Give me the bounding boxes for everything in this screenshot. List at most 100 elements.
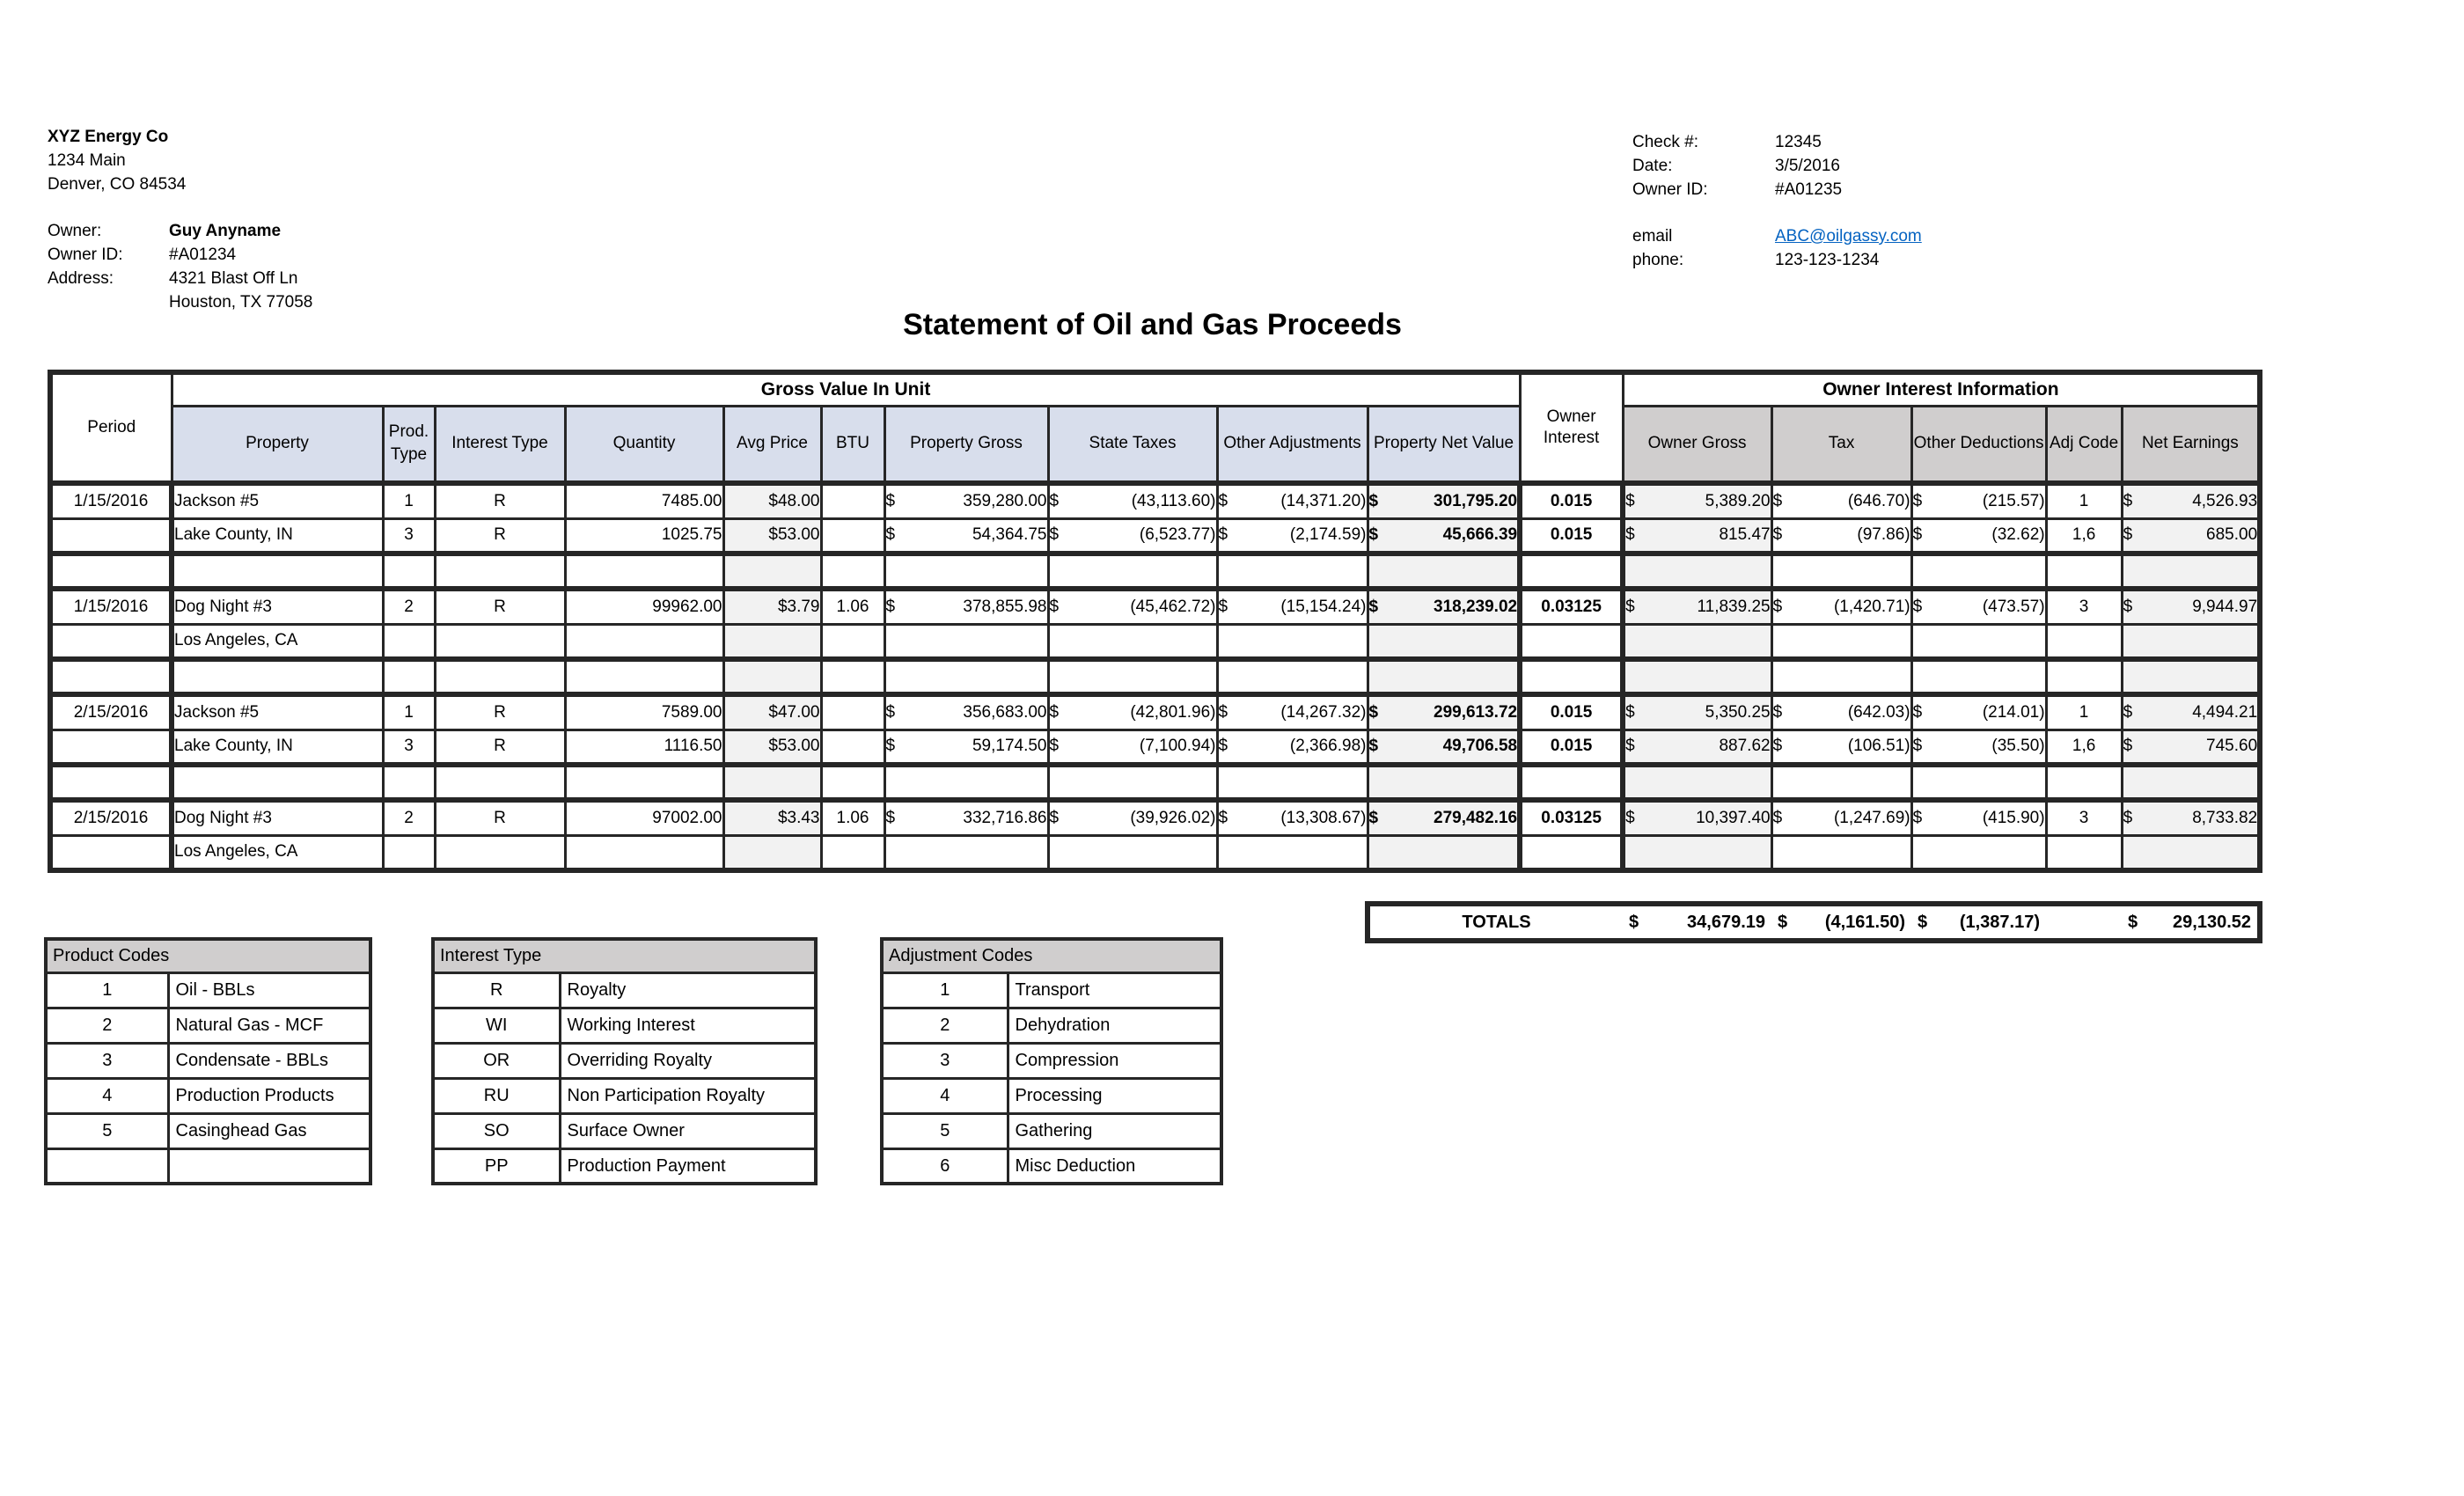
cell-other-adjustments xyxy=(1215,622,1369,661)
owner-address-line2: Houston, TX 77058 xyxy=(169,293,313,312)
legend-label: Royalty xyxy=(558,971,818,1009)
cell-owner-interest xyxy=(1517,762,1624,803)
cell-prod-type: 2 xyxy=(381,586,436,626)
dollar-sign: $ xyxy=(1629,913,1639,932)
interest-type-legend-title: Interest Type xyxy=(431,937,818,974)
check-number-label: Check #: xyxy=(1632,133,1698,151)
dollar-sign: $ xyxy=(885,808,896,827)
legend-code: 5 xyxy=(880,1111,1009,1150)
owner-name: Guy Anyname xyxy=(169,222,282,240)
legend-code: 2 xyxy=(44,1006,170,1045)
cell-other-adjustments: $ (14,371.20) xyxy=(1215,480,1369,520)
cell-other-deductions: $ (35.50) xyxy=(1910,728,2048,766)
company-block: XYZ Energy Co 1234 Main Denver, CO 84534… xyxy=(48,125,312,314)
col-header-period: Period xyxy=(48,370,173,485)
group-header-row: Period Gross Value In Unit Owner Interes… xyxy=(48,370,2262,485)
legend-code: 4 xyxy=(880,1076,1009,1115)
dollar-sign: $ xyxy=(1218,525,1228,545)
cell-property-gross xyxy=(883,833,1050,872)
dollar-sign: $ xyxy=(885,491,896,510)
totals-tax: $ (4,161.50) xyxy=(1771,904,1911,941)
phone-label: phone: xyxy=(1632,251,1684,269)
phone-value: 123-123-1234 xyxy=(1775,251,1880,269)
cell-owner-gross: $5,389.20 xyxy=(1620,480,1773,520)
totals-adj-code xyxy=(2046,904,2122,941)
owner-id-label: Owner ID: xyxy=(48,246,123,264)
check-number-value: 12345 xyxy=(1775,133,1822,151)
dollar-sign: $ xyxy=(1049,597,1060,616)
dollar-sign: $ xyxy=(1625,491,1635,510)
cell-property: Los Angeles, CA xyxy=(169,622,385,661)
col-header-adj-code: Adj Code xyxy=(2044,404,2123,485)
dollar-sign: $ xyxy=(1049,491,1060,510)
table-row: Lake County, IN 3 R 1025.75 $53.00 $54,364.75… xyxy=(48,517,2262,555)
legend-label: Non Participation Royalty xyxy=(558,1076,818,1115)
dollar-sign: $ xyxy=(1049,525,1060,545)
legend-code: R xyxy=(431,971,561,1009)
dollar-sign: $ xyxy=(2123,737,2133,756)
legend-row: SO Surface Owner xyxy=(431,1111,818,1150)
cell-owner-gross: $815.47 xyxy=(1620,517,1773,555)
dollar-sign: $ xyxy=(1625,525,1635,545)
legend-row: 3 Compression xyxy=(880,1041,1223,1080)
cell-interest-type: R xyxy=(433,728,567,766)
col-header-avg-price: Avg Price xyxy=(722,404,823,485)
cell-prod-type xyxy=(381,622,436,661)
cell-prod-type: 3 xyxy=(381,728,436,766)
dollar-sign: $ xyxy=(2123,808,2133,827)
cell-btu: 1.06 xyxy=(819,586,886,626)
legend-code: 2 xyxy=(880,1006,1009,1045)
group-header-owner-interest-info: Owner Interest Information xyxy=(1621,370,2262,407)
cell-property-net-value: $301,795.20 xyxy=(1366,480,1522,520)
cell-owner-interest xyxy=(1517,622,1624,661)
cell-adj-code xyxy=(2044,833,2123,872)
email-link[interactable]: ABC@oilgassy.com xyxy=(1775,227,1922,246)
owner-label: Owner: xyxy=(48,222,102,240)
legend-row: WI Working Interest xyxy=(431,1006,818,1045)
col-header-other-deductions: Other Deductions xyxy=(1910,404,2048,485)
cell-property-net-value xyxy=(1366,551,1522,591)
legend-label: Oil - BBLs xyxy=(166,971,372,1009)
dollar-sign: $ xyxy=(1368,597,1379,616)
cell-avg-price: $48.00 xyxy=(722,480,823,520)
dollar-sign: $ xyxy=(1625,702,1635,722)
cell-interest-type xyxy=(433,656,567,697)
cell-state-taxes: $ (6,523.77) xyxy=(1046,517,1219,555)
column-header-row: Property Prod. Type Interest Type Quanti… xyxy=(50,404,2262,485)
cell-avg-price: $47.00 xyxy=(722,692,823,731)
col-header-tax: Tax xyxy=(1770,404,1913,485)
cell-btu xyxy=(819,692,886,731)
cell-net-earnings: $8,733.82 xyxy=(2120,797,2262,837)
dollar-sign: $ xyxy=(2123,491,2133,510)
cell-state-taxes: $ (42,801.96) xyxy=(1046,692,1219,731)
legend-label: Surface Owner xyxy=(558,1111,818,1150)
cell-other-deductions xyxy=(1910,833,2048,872)
owner-address-row2: Houston, TX 77058 xyxy=(48,290,312,314)
dollar-sign: $ xyxy=(1368,702,1379,722)
dollar-sign: $ xyxy=(1772,737,1783,756)
cell-net-earnings xyxy=(2120,762,2262,803)
col-header-net-earnings: Net Earnings xyxy=(2120,404,2262,485)
cell-adj-code xyxy=(2044,656,2123,697)
cell-property-net-value: $299,613.72 xyxy=(1366,692,1522,731)
cell-interest-type: R xyxy=(433,586,567,626)
legend-label: Compression xyxy=(1006,1041,1223,1080)
cell-period: 2/15/2016 xyxy=(48,692,173,731)
cell-period: 2/15/2016 xyxy=(48,797,173,837)
cell-other-deductions xyxy=(1910,551,2048,591)
dollar-sign: $ xyxy=(2128,913,2138,932)
dollar-sign: $ xyxy=(1912,702,1923,722)
cell-avg-price: $3.43 xyxy=(722,797,823,837)
cell-net-earnings: $4,494.21 xyxy=(2120,692,2262,731)
email-row: email ABC@oilgassy.com xyxy=(1632,224,1922,248)
legend-code: WI xyxy=(431,1006,561,1045)
cell-net-earnings: $9,944.97 xyxy=(2120,586,2262,626)
cell-property: Dog Night #3 xyxy=(169,797,385,837)
cell-btu xyxy=(819,551,886,591)
cell-interest-type: R xyxy=(433,692,567,731)
legend-row: 5 Gathering xyxy=(880,1111,1223,1150)
cell-period xyxy=(48,622,173,661)
cell-prod-type: 1 xyxy=(381,480,436,520)
cell-btu xyxy=(819,833,886,872)
cell-quantity: 99962.00 xyxy=(563,586,725,626)
